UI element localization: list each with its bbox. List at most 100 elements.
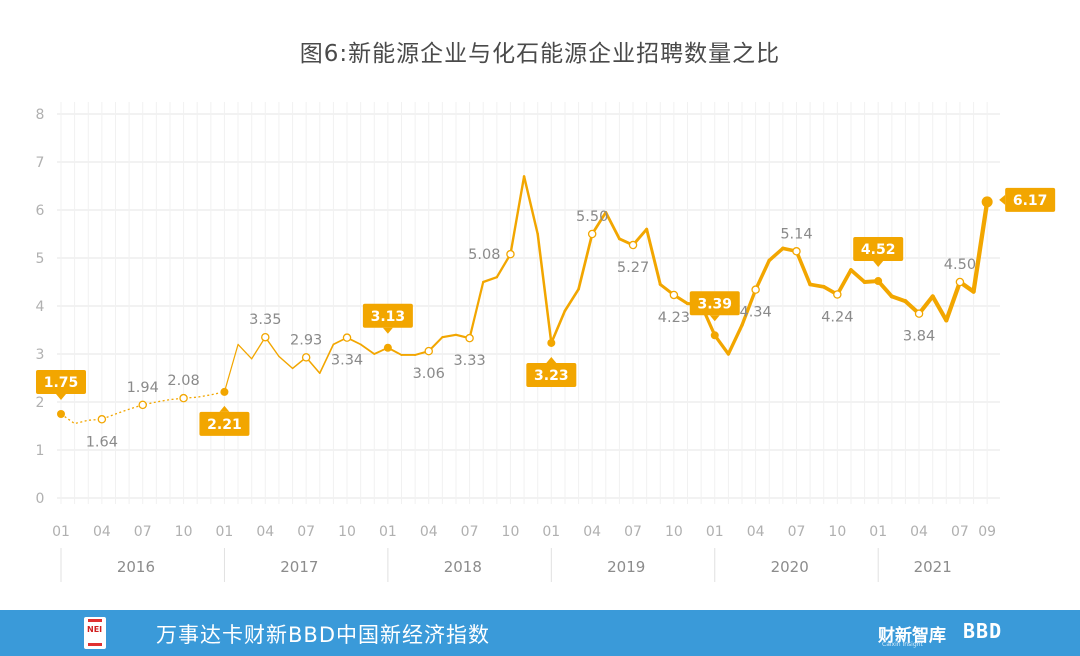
- x-tick-label: 10: [665, 524, 683, 540]
- data-label: 1.94: [127, 380, 159, 396]
- data-label: 4.34: [739, 305, 771, 321]
- year-label: 2016: [117, 558, 155, 576]
- data-point-marker: [955, 277, 965, 287]
- data-point-marker: [179, 393, 188, 403]
- data-label: 3.23: [534, 368, 569, 384]
- data-point-marker: [628, 240, 638, 250]
- data-label-box-bg: [853, 237, 904, 262]
- x-tick-label: 10: [338, 524, 356, 540]
- series-line-segment: [930, 294, 949, 323]
- data-label-pointer: [873, 261, 884, 268]
- data-label: 5.14: [780, 226, 812, 242]
- y-tick-label: 2: [36, 395, 45, 411]
- data-point-marker: [710, 331, 719, 340]
- data-point-marker: [57, 410, 65, 418]
- data-label: 1.75: [44, 375, 79, 391]
- data-label: 3.39: [697, 296, 732, 312]
- data-label-box-bg: [199, 411, 250, 436]
- data-label-pointer: [382, 327, 393, 334]
- data-point-marker: [465, 333, 474, 343]
- y-tick-label: 8: [36, 107, 45, 123]
- data-label: 3.33: [453, 353, 485, 369]
- data-point-marker: [833, 290, 842, 299]
- x-tick-label: 07: [951, 524, 969, 540]
- series-line-segment: [482, 276, 498, 284]
- series-line-segment: [251, 336, 266, 360]
- year-label: 2020: [771, 558, 809, 576]
- series-line-segment: [522, 175, 539, 236]
- series-line-segment: [889, 294, 908, 304]
- year-label: 2019: [607, 558, 645, 576]
- data-point-marker: [301, 353, 311, 362]
- data-label-box: 6.17: [999, 187, 1056, 212]
- data-label: 4.23: [658, 310, 690, 326]
- data-label: 2.08: [167, 373, 199, 389]
- series-line-segment: [359, 343, 376, 355]
- data-point-marker: [138, 400, 147, 410]
- data-label-box-bg: [1005, 187, 1056, 212]
- data-point-marker: [547, 338, 556, 347]
- data-label: 4.24: [821, 309, 853, 325]
- series-line-segment: [726, 323, 744, 356]
- series-line-segment: [835, 268, 853, 297]
- x-tick-label: 04: [93, 524, 111, 540]
- x-tick-label: 10: [828, 524, 846, 540]
- series-line-segment: [808, 282, 826, 289]
- x-tick-label: 01: [542, 524, 560, 540]
- data-label: 1.64: [86, 434, 118, 450]
- x-tick-label: 07: [461, 524, 479, 540]
- x-tick-label: 01: [216, 524, 234, 540]
- data-label-pointer: [56, 394, 66, 400]
- data-label: 5.27: [617, 260, 649, 276]
- footer-title: 万事达卡财新BBD中国新经济指数: [156, 623, 490, 647]
- series-line-segment: [971, 199, 990, 294]
- data-label-box: 3.39: [689, 291, 740, 322]
- chart-title: 图6:新能源企业与化石能源企业招聘数量之比: [299, 41, 781, 67]
- data-label: 5.08: [468, 247, 500, 263]
- series-line-segment: [753, 258, 771, 292]
- series-line-segment: [944, 279, 963, 323]
- x-tick-label: 04: [910, 524, 928, 540]
- data-point-marker: [587, 229, 597, 239]
- x-tick-label: 10: [502, 524, 520, 540]
- data-point-marker: [506, 249, 515, 259]
- x-tick-label: 09: [978, 524, 996, 540]
- y-tick-label: 4: [36, 299, 45, 315]
- data-label-box: 3.23: [526, 356, 577, 387]
- data-label-box: 3.13: [362, 303, 413, 334]
- x-tick-label: 07: [297, 524, 315, 540]
- data-point-marker: [669, 290, 679, 300]
- caixin-insight-subtitle: Caixin Insight: [882, 641, 923, 648]
- series-line-segment: [495, 252, 512, 279]
- data-label-box: 1.75: [36, 370, 86, 400]
- x-tick-label: 01: [52, 524, 70, 540]
- bbd-logo: BBD: [963, 619, 1003, 643]
- data-label: 4.50: [944, 257, 976, 273]
- year-label: 2021: [914, 558, 952, 576]
- data-label: 2.21: [207, 417, 242, 433]
- data-label-box-bg: [362, 303, 413, 328]
- y-tick-label: 5: [36, 251, 45, 267]
- year-label: 2017: [280, 558, 318, 576]
- data-label: 5.50: [576, 209, 608, 225]
- data-point-marker: [261, 332, 270, 342]
- data-label: 3.06: [413, 366, 445, 382]
- footer-bar: NEI 万事达卡财新BBD中国新经济指数 财新智库 Caixin Insight…: [0, 610, 1080, 656]
- x-tick-label: 01: [379, 524, 397, 540]
- x-tick-label: 07: [134, 524, 152, 540]
- data-point-marker: [874, 277, 883, 286]
- data-point-marker: [914, 309, 924, 318]
- data-label: 4.52: [861, 242, 896, 258]
- series-line-segment: [849, 268, 867, 284]
- x-tick-label: 07: [624, 524, 642, 540]
- series-line-segment: [509, 175, 526, 256]
- x-tick-label: 04: [256, 524, 274, 540]
- data-point-marker: [751, 285, 760, 294]
- data-label: 3.35: [249, 312, 281, 328]
- data-point-marker: [97, 415, 107, 424]
- y-tick-label: 1: [36, 443, 45, 459]
- series-line-segment: [740, 287, 758, 327]
- data-label-pointer: [999, 194, 1006, 205]
- series-line-segment: [645, 227, 662, 286]
